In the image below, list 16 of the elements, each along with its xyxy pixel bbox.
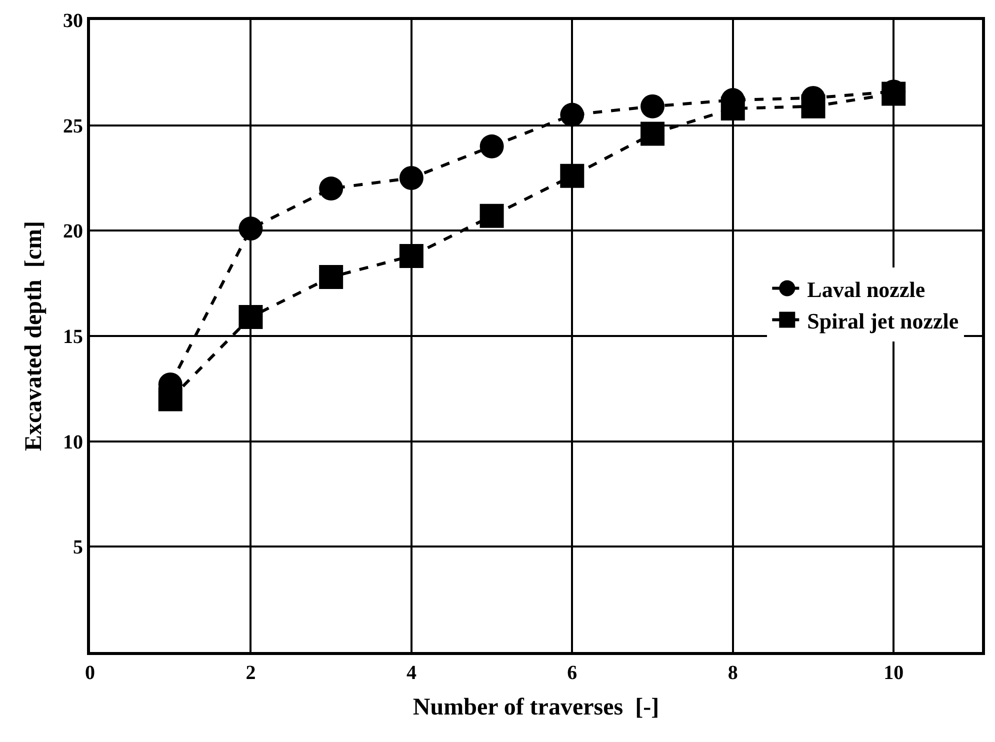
x-axis-title: Number of traverses [-] bbox=[412, 694, 660, 720]
legend-label: Laval nozzle bbox=[807, 276, 926, 302]
x-tick-label: 8 bbox=[728, 662, 738, 684]
legend-label: Spiral jet nozzle bbox=[807, 308, 959, 334]
y-axis-title: Excavated depth [cm] bbox=[21, 221, 48, 451]
y-tick-label: 15 bbox=[63, 326, 83, 348]
x-tick-label: 4 bbox=[406, 662, 416, 684]
x-tick-label: 2 bbox=[246, 662, 256, 684]
y-tick-label: 20 bbox=[63, 220, 83, 243]
y-tick-label: 25 bbox=[63, 115, 83, 138]
y-tick-label: 10 bbox=[63, 431, 83, 454]
x-tick-label: 0 bbox=[85, 662, 95, 684]
x-tick-label: 6 bbox=[567, 662, 578, 684]
x-tick-label: 10 bbox=[884, 662, 904, 684]
y-tick-label: 30 bbox=[63, 10, 83, 32]
y-tick-label: 5 bbox=[73, 536, 83, 559]
